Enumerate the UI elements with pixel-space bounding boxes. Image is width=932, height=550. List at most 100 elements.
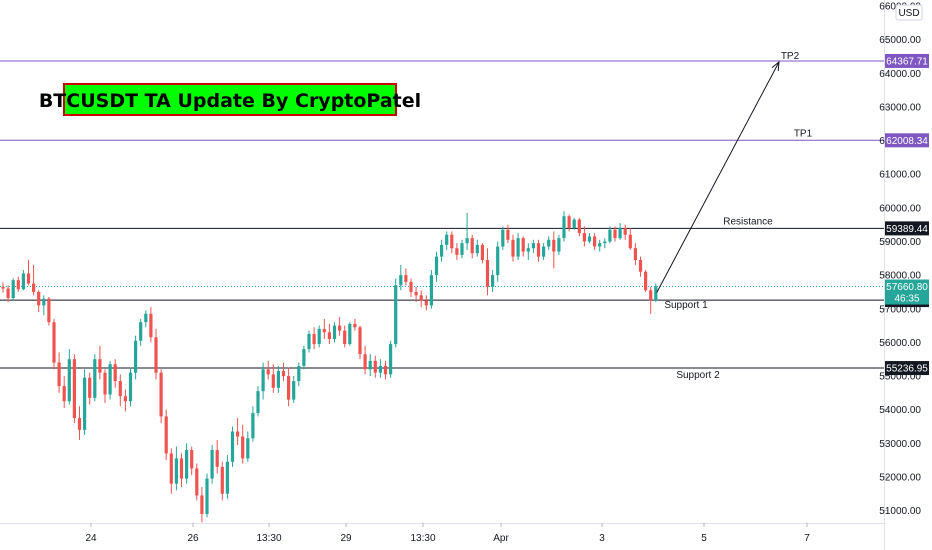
candle: [332, 322, 337, 343]
candle-body: [465, 238, 469, 244]
candle-body: [6, 288, 10, 298]
x-tick-label: 13:30: [256, 533, 281, 544]
candle-body: [26, 273, 31, 284]
candle-body: [455, 248, 459, 255]
candle-body: [1, 286, 5, 289]
candle-body: [32, 283, 36, 292]
candle-body: [552, 239, 556, 252]
level-annotations: TP2 TP1 Resistance Support 1 Support 2: [664, 51, 812, 381]
y-tick-label: 61000.00: [879, 170, 921, 181]
candle: [297, 362, 301, 387]
y-tick-label: 56000.00: [879, 338, 921, 349]
candle-body: [139, 322, 143, 341]
price-badge-label: 59389.44: [886, 224, 928, 235]
candle-body: [108, 364, 112, 395]
candle: [225, 455, 229, 499]
price-badge-tp1: 62008.34: [885, 133, 929, 148]
y-tick-label: 53000.00: [879, 439, 921, 450]
candle: [72, 354, 76, 424]
y-tick-label: 57000.00: [879, 304, 921, 315]
y-tick-label: 51000.00: [879, 506, 921, 517]
candle: [113, 359, 117, 388]
candle-body: [536, 243, 541, 257]
candle-body: [327, 332, 331, 340]
candle: [195, 463, 199, 501]
candle: [429, 270, 433, 309]
candle-body: [11, 280, 15, 298]
candle: [613, 226, 617, 242]
candle: [88, 372, 92, 405]
projection-line[interactable]: [656, 61, 780, 293]
candle-body: [608, 229, 612, 242]
last-price-label: 57660.80: [886, 282, 928, 293]
candle: [496, 241, 500, 282]
candle: [98, 345, 102, 380]
candle-body: [394, 285, 398, 345]
candle-body: [230, 431, 235, 462]
candle: [434, 251, 439, 282]
candle-body: [419, 295, 423, 301]
candle: [1, 282, 5, 293]
candle-body: [149, 313, 153, 338]
candle-body: [241, 436, 245, 459]
candle: [649, 286, 653, 314]
candle: [16, 276, 20, 292]
price-badge-box: [885, 361, 929, 376]
candle-body: [572, 219, 576, 229]
price-badge-box: [885, 53, 929, 68]
candle-body: [587, 236, 592, 242]
candle: [77, 406, 82, 440]
candle: [103, 369, 107, 403]
candle: [52, 318, 56, 370]
candle-body: [414, 291, 418, 296]
candle-body: [613, 229, 617, 239]
candle: [144, 310, 148, 328]
candle: [256, 386, 260, 417]
candle-body: [440, 244, 444, 257]
currency-badge[interactable]: USD: [895, 4, 923, 21]
candle: [445, 231, 449, 250]
x-tick-label: 29: [340, 533, 352, 544]
candle-body: [185, 450, 189, 479]
candle-body: [83, 377, 87, 430]
candle: [83, 369, 87, 435]
candles: [1, 211, 658, 523]
candle: [383, 360, 388, 380]
candle-body: [399, 275, 403, 286]
annotation-support-1: Support 1: [664, 300, 708, 311]
candle-body: [118, 381, 122, 397]
candle-body: [113, 364, 117, 382]
bar-countdown-label: 46:35: [894, 294, 919, 305]
x-axis[interactable]: 24 26 13:30 29 13:30 Apr 3 5 7: [85, 523, 810, 544]
candle: [363, 345, 367, 375]
candle: [521, 236, 525, 257]
title-banner: BTCUSDT TA Update By CryptoPatel: [39, 83, 421, 116]
candle: [128, 367, 133, 407]
candle: [542, 243, 546, 260]
candle-body: [93, 359, 97, 398]
candle-body: [501, 229, 505, 247]
candle-body: [144, 313, 148, 323]
candle: [628, 228, 632, 250]
price-badge-box: [885, 133, 929, 148]
candle-body: [383, 365, 388, 375]
candle-body: [302, 349, 306, 366]
x-tick-label: 7: [804, 533, 810, 544]
candle-body: [266, 369, 270, 375]
candle-body: [281, 370, 286, 377]
candle-body: [271, 374, 275, 388]
candle: [302, 345, 306, 370]
candle: [440, 239, 444, 262]
candle-body: [246, 438, 250, 459]
candle: [409, 278, 413, 297]
candle-body: [526, 248, 530, 252]
candle-body: [256, 391, 260, 414]
candle: [654, 283, 658, 303]
candle: [6, 285, 10, 303]
candle: [404, 268, 408, 286]
candle-body: [292, 381, 296, 400]
candle: [608, 226, 612, 244]
candle-body: [57, 362, 61, 387]
